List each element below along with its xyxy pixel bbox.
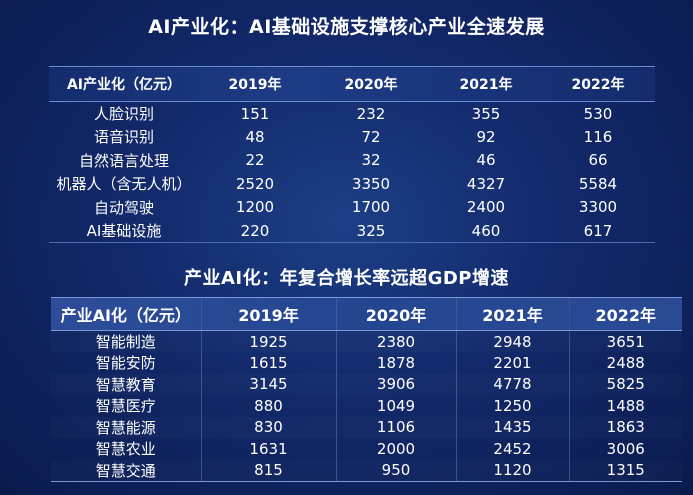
table-cell: 830: [200, 416, 336, 438]
table-cell: 92: [476, 127, 496, 146]
table-cell: 5825: [568, 373, 682, 395]
row-label: 智慧能源: [95, 418, 156, 437]
column-header: 2020年: [311, 66, 431, 102]
table-cell: 3145: [200, 373, 336, 395]
table-cell: 1925: [200, 330, 336, 352]
table-cell: 950: [335, 459, 456, 482]
table-header-row: 产业AI化（亿元） 2019年 2020年 2021年 2022年: [51, 297, 682, 331]
table-cell: 2488: [568, 352, 682, 374]
column-header: 2022年: [541, 66, 655, 102]
table-cell: 530: [583, 104, 613, 123]
table-cell: 2400: [466, 198, 506, 217]
row-label: 自动驾驶: [93, 198, 154, 217]
table-cell: 1863: [568, 416, 682, 438]
row-label: 智能安防: [95, 354, 156, 373]
table-row: 语音识别 48 72 92 116: [49, 125, 655, 149]
table-cell: 1631: [200, 438, 336, 460]
row-label: 自然语言处理: [78, 151, 169, 170]
table-cell: 1615: [200, 352, 336, 374]
table-cell: 2380: [335, 330, 456, 352]
section-title-industry-ai: 产业AI化：年复合增长率远超GDP增速: [183, 268, 510, 289]
table-cell: 3906: [335, 373, 456, 395]
row-label: 智慧教育: [95, 375, 156, 394]
table-row: 机器人（含无人机） 2520 3350 4327 5584: [49, 172, 655, 196]
industry-ai-table: 产业AI化（亿元） 2019年 2020年 2021年 2022年 智能制造 1…: [51, 297, 682, 482]
table-cell: 232: [356, 104, 386, 123]
table-cell: 1120: [455, 459, 569, 482]
table-row: 智能安防 1615 1878 2201 2488: [51, 352, 682, 374]
table-cell: 2201: [455, 352, 569, 374]
table-cell: 22: [245, 151, 265, 170]
table-cell: 1315: [568, 459, 682, 482]
table-cell: 1488: [568, 395, 682, 417]
column-header: 2021年: [455, 297, 569, 331]
table-cell: 48: [245, 127, 265, 146]
table-cell: 46: [476, 151, 496, 170]
table-cell: 151: [240, 104, 270, 123]
table-cell: 325: [311, 219, 431, 243]
table-cell: 4778: [455, 373, 569, 395]
table-header-row: AI产业化（亿元） 2019年 2020年 2021年 2022年: [49, 66, 655, 102]
column-header: AI产业化（亿元）: [49, 66, 199, 102]
table-cell: 4327: [466, 174, 506, 193]
table-cell: 2000: [335, 438, 456, 460]
table-cell: 2452: [455, 438, 569, 460]
row-label: 语音识别: [93, 128, 154, 147]
row-label: 智慧农业: [95, 440, 156, 459]
table-cell: 460: [431, 219, 541, 243]
table-row: 自动驾驶 1200 1700 2400 3300: [49, 196, 655, 220]
table-cell: 5584: [578, 174, 618, 193]
table-row: 智慧农业 1631 2000 2452 3006: [51, 438, 682, 460]
table-row: 智慧教育 3145 3906 4778 5825: [51, 373, 682, 395]
table-cell: 355: [471, 104, 501, 123]
column-header: 2022年: [568, 297, 682, 331]
table-row: 智慧能源 830 1106 1435 1863: [51, 416, 682, 438]
table-cell: 3300: [578, 198, 618, 217]
row-label: AI基础设施: [49, 219, 199, 243]
row-label: 智慧医疗: [95, 397, 156, 416]
table-row: 自然语言处理 22 32 46 66: [49, 149, 655, 173]
table-cell: 617: [541, 219, 655, 243]
column-header: 2019年: [199, 66, 311, 102]
table-cell: 3006: [568, 438, 682, 460]
ai-industrialization-table: AI产业化（亿元） 2019年 2020年 2021年 2022年 人脸识别 1…: [49, 66, 655, 243]
table-cell: 66: [588, 151, 608, 170]
table-cell: 1878: [335, 352, 456, 374]
table-cell: 1049: [335, 395, 456, 417]
table-row: 人脸识别 151 232 355 530: [49, 102, 655, 126]
table-row: 智慧医疗 880 1049 1250 1488: [51, 395, 682, 417]
table-row: 智能制造 1925 2380 2948 3651: [51, 330, 682, 352]
table-cell: 815: [200, 459, 336, 482]
row-label: 人脸识别: [93, 105, 154, 123]
table-cell: 72: [361, 127, 381, 146]
table-cell: 2520: [235, 174, 275, 193]
column-header: 2020年: [335, 297, 456, 331]
row-label: 智慧交通: [51, 459, 201, 482]
table-cell: 1435: [455, 416, 569, 438]
table-cell: 1250: [455, 395, 569, 417]
table-cell: 1200: [235, 198, 275, 217]
table-cell: 2948: [455, 330, 569, 352]
table-row: 智慧交通 815 950 1120 1315: [51, 459, 682, 482]
table-row: AI基础设施 220 325 460 617: [49, 219, 655, 243]
table-cell: 880: [200, 395, 336, 417]
column-header: 2019年: [200, 297, 336, 331]
table-cell: 3651: [568, 330, 682, 352]
table-cell: 32: [361, 151, 381, 170]
table-cell: 3350: [351, 174, 391, 193]
table-cell: 116: [583, 127, 613, 146]
table-cell: 1106: [335, 416, 456, 438]
row-label: 智能制造: [95, 333, 156, 351]
table-cell: 220: [199, 219, 311, 243]
column-header: 产业AI化（亿元）: [51, 297, 201, 331]
section-title-ai-industrialization: AI产业化：AI基础设施支撑核心产业全速发展: [148, 16, 545, 38]
table-cell: 1700: [351, 198, 391, 217]
column-header: 2021年: [431, 66, 541, 102]
row-label: 机器人（含无人机）: [56, 175, 192, 194]
